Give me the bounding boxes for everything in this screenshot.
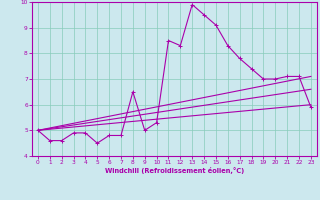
X-axis label: Windchill (Refroidissement éolien,°C): Windchill (Refroidissement éolien,°C) xyxy=(105,167,244,174)
